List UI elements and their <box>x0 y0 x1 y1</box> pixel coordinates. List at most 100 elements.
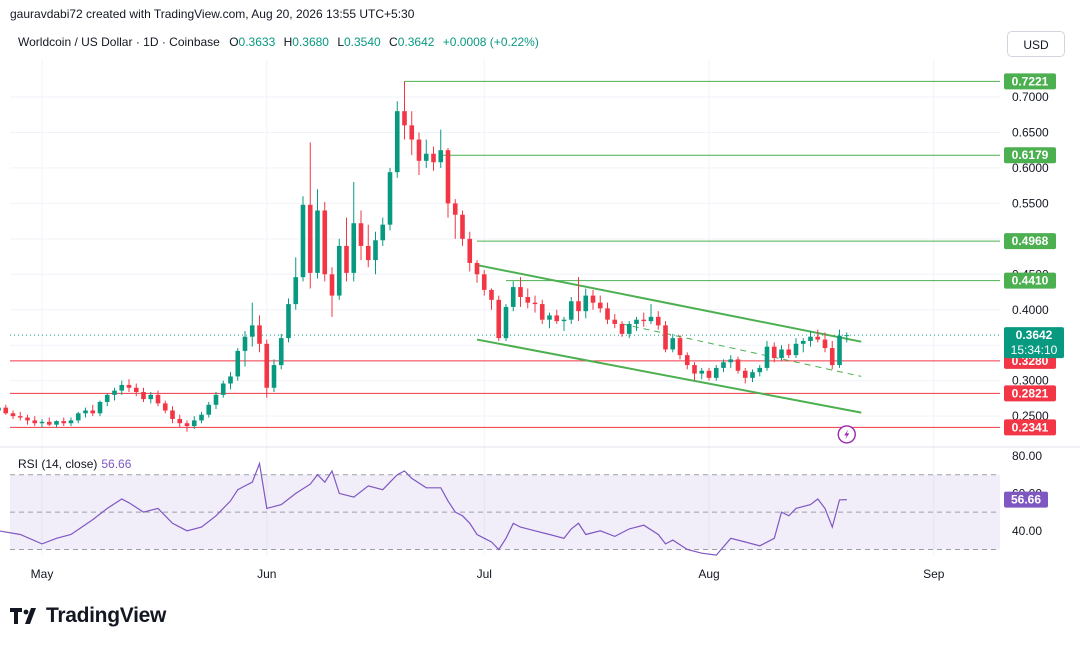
candle-body <box>800 340 806 344</box>
level-price-label-bg <box>1004 147 1056 164</box>
candle-body <box>474 262 480 275</box>
channel-upper-line <box>476 264 862 343</box>
level-price-label: 0.2821 <box>1012 386 1049 400</box>
candle-body <box>829 348 835 366</box>
candle-body <box>387 172 393 225</box>
candle-body <box>249 325 255 337</box>
candle-body <box>126 384 132 388</box>
candle-body <box>155 394 161 404</box>
candle-body <box>199 414 204 421</box>
symbol-title: Worldcoin / US Dollar · 1D · Coinbase <box>18 35 220 49</box>
candle-body <box>257 325 262 344</box>
level-price-label: 0.2341 <box>1012 420 1049 434</box>
candle-body <box>808 336 813 341</box>
candle-body <box>402 111 407 126</box>
high-value: 0.3680 <box>292 35 329 49</box>
candle-body <box>605 308 610 320</box>
candle-body <box>525 296 531 303</box>
level-price-label-bg <box>1004 385 1056 402</box>
candle-body <box>757 367 763 373</box>
candle-body <box>503 306 509 339</box>
symbol-legend: Worldcoin / US Dollar · 1D · Coinbase O0… <box>18 35 539 49</box>
price-chart[interactable]: 0.70000.65000.60000.55000.45000.40000.30… <box>0 24 1080 589</box>
candle-body <box>293 277 299 305</box>
candle-body <box>612 319 618 324</box>
candle-body <box>416 139 422 161</box>
level-price-label: 0.4968 <box>1012 234 1049 248</box>
candle-body <box>423 153 429 161</box>
candle-body <box>670 338 676 350</box>
candle-body <box>336 245 342 296</box>
candle-body <box>220 383 226 395</box>
candle-body <box>184 423 190 427</box>
candle-body <box>307 204 313 273</box>
candle-body <box>786 349 792 356</box>
candle-body <box>771 346 777 358</box>
candle-body <box>54 421 59 425</box>
candle-body <box>10 413 16 417</box>
candle-body <box>329 274 335 296</box>
currency-button[interactable]: USD <box>1007 31 1065 57</box>
candle-body <box>373 240 378 261</box>
low-label: L <box>337 35 344 49</box>
candle-body <box>648 316 654 322</box>
candle-body <box>684 355 690 366</box>
open-value: 0.3633 <box>238 35 276 49</box>
candle-body <box>68 420 74 424</box>
open-label: O <box>229 35 239 49</box>
candle-body <box>815 336 821 340</box>
candle-body <box>394 111 400 173</box>
rsi-value-label: 56.66 <box>1011 493 1041 507</box>
candle-body <box>25 417 30 421</box>
rsi-legend: RSI (14, close) 56.66 <box>18 457 131 471</box>
time-axis-label: Aug <box>698 567 719 581</box>
candle-body <box>322 210 328 275</box>
change-value: +0.0008 (+0.22%) <box>442 35 539 49</box>
rsi-tick-label: 40.00 <box>1012 524 1042 538</box>
close-label: C <box>389 35 398 49</box>
tradingview-logo[interactable]: TradingView <box>10 604 166 628</box>
candle-body <box>300 204 306 278</box>
candle-body <box>431 153 436 163</box>
flash-bolt-icon <box>844 429 850 440</box>
rsi-line <box>0 461 847 556</box>
candle-body <box>583 295 589 312</box>
level-price-label: 0.7221 <box>1012 74 1049 88</box>
candle-body <box>554 315 560 322</box>
candle-body <box>409 125 415 140</box>
candle-body <box>721 362 726 368</box>
candle-body <box>706 370 712 378</box>
candle-body <box>380 224 386 241</box>
chart-attribution: gauravdabi72 created with TradingView.co… <box>10 7 415 21</box>
close-value: 0.3642 <box>397 35 435 49</box>
candle-body <box>496 299 502 339</box>
candle-body <box>206 404 212 415</box>
candle-body <box>742 370 748 378</box>
tradingview-logo-text: TradingView <box>46 604 167 627</box>
candle-body <box>793 343 799 356</box>
candle-body <box>510 287 516 307</box>
level-price-label: 0.4410 <box>1012 274 1049 288</box>
candle-body <box>141 392 146 400</box>
candle-body <box>750 372 755 378</box>
rsi-label: RSI (14, close) <box>18 457 98 471</box>
candle-body <box>358 223 364 246</box>
high-label: H <box>283 35 293 49</box>
tradingview-logo-icon <box>10 608 36 624</box>
candle-body <box>518 287 523 297</box>
candle-body <box>32 420 38 424</box>
candle-body <box>626 323 632 334</box>
candle-body <box>445 150 451 204</box>
candle-body <box>46 421 52 425</box>
candle-body <box>264 343 270 388</box>
candle-body <box>532 302 538 305</box>
candle-body <box>561 319 567 322</box>
candle-body <box>452 203 458 215</box>
time-axis-label: Jul <box>477 567 492 581</box>
candle-body <box>39 421 45 424</box>
candle-body <box>3 407 9 414</box>
rsi-tick-label: 80.00 <box>1012 449 1042 463</box>
candle-body <box>97 401 103 414</box>
candle-body <box>764 346 770 368</box>
candle-body <box>822 339 828 349</box>
